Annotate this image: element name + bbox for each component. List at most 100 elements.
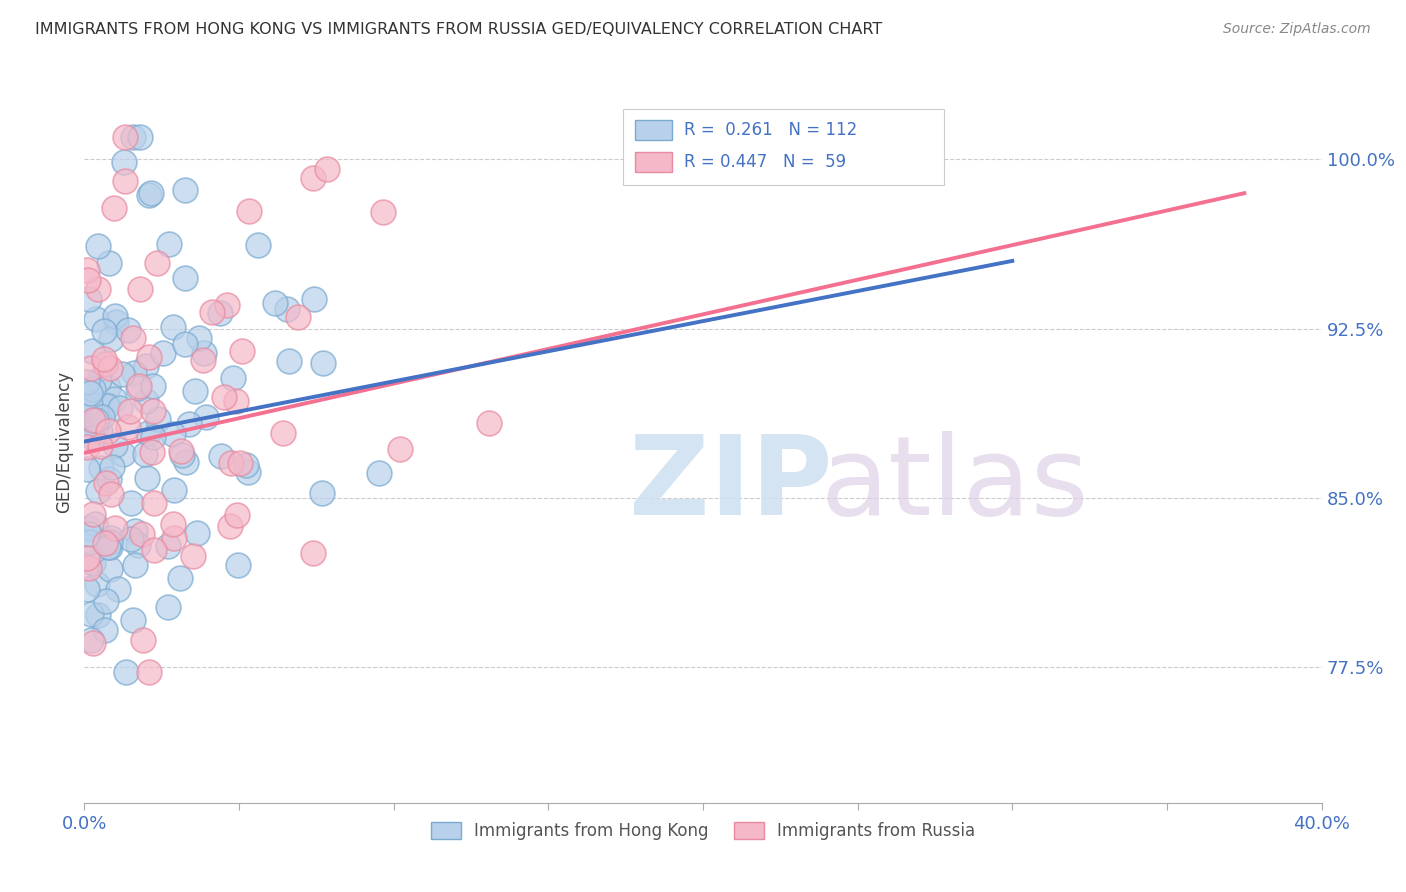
Point (127, 381, 149, 395)
Point (98, 534, 121, 549)
Point (212, 391, 235, 405)
Point (188, 331, 211, 345)
Point (87, 282, 110, 296)
Point (287, 310, 309, 325)
Point (129, 282, 152, 296)
Point (87, 239, 110, 253)
Point (77, 273, 100, 287)
Point (124, 524, 146, 539)
Point (276, 301, 298, 316)
Point (76, 397, 98, 411)
Point (76, 396, 98, 410)
Point (170, 444, 193, 458)
Point (80, 361, 103, 376)
Point (138, 187, 160, 202)
Point (110, 401, 132, 415)
Point (86, 413, 108, 427)
Point (76, 551, 98, 566)
Point (135, 471, 157, 485)
Point (302, 292, 325, 306)
Point (142, 543, 165, 558)
Point (193, 346, 215, 360)
Point (142, 403, 165, 417)
Point (226, 558, 249, 572)
Text: Source: ZipAtlas.com: Source: ZipAtlas.com (1223, 22, 1371, 37)
Text: R = 0.447   N =  59: R = 0.447 N = 59 (685, 153, 846, 171)
Point (124, 366, 146, 380)
Point (128, 378, 150, 392)
Point (82, 382, 104, 396)
Point (238, 204, 260, 219)
Point (94, 594, 117, 608)
Point (163, 483, 186, 497)
Point (173, 271, 195, 285)
Point (100, 332, 122, 346)
Point (174, 183, 197, 197)
Point (103, 309, 125, 323)
Point (80, 607, 103, 622)
Point (236, 465, 259, 479)
Point (89, 424, 111, 438)
Point (136, 426, 159, 441)
Point (183, 549, 205, 563)
Point (82, 556, 104, 570)
Point (82, 344, 104, 359)
Point (117, 323, 139, 337)
Point (83, 410, 105, 425)
Point (89, 373, 111, 387)
Point (271, 425, 294, 440)
Point (87, 484, 110, 499)
Point (94, 476, 117, 491)
Point (114, 129, 136, 144)
Text: R =  0.261   N = 112: R = 0.261 N = 112 (685, 121, 858, 139)
Point (138, 350, 160, 364)
Point (104, 521, 127, 535)
Point (157, 599, 180, 614)
Point (278, 354, 301, 368)
Point (156, 539, 179, 553)
Point (100, 459, 122, 474)
Point (93, 623, 115, 637)
Point (312, 356, 335, 370)
Point (82, 636, 104, 650)
Point (141, 445, 163, 459)
Point (162, 426, 184, 441)
Point (478, 417, 501, 431)
Text: IMMIGRANTS FROM HONG KONG VS IMMIGRANTS FROM RUSSIA GED/EQUIVALENCY CORRELATION : IMMIGRANTS FROM HONG KONG VS IMMIGRANTS … (35, 22, 883, 37)
Point (302, 170, 325, 185)
Point (120, 532, 142, 546)
Point (135, 359, 157, 373)
Point (186, 525, 208, 540)
Point (76, 421, 98, 435)
Point (79, 535, 101, 549)
Point (107, 582, 129, 596)
Bar (636, 152, 672, 172)
Point (315, 161, 337, 176)
Point (142, 430, 165, 444)
Point (120, 403, 142, 417)
Point (83, 516, 105, 531)
Y-axis label: GED/Equivalency: GED/Equivalency (55, 370, 73, 513)
Point (93, 325, 115, 339)
Point (157, 237, 180, 252)
Point (264, 296, 287, 310)
Point (84, 312, 107, 326)
Point (169, 571, 191, 585)
Point (127, 538, 149, 552)
Point (94, 357, 117, 371)
Point (82, 413, 104, 427)
Bar (636, 120, 672, 140)
Text: ZIP: ZIP (628, 432, 832, 539)
Point (311, 485, 333, 500)
Point (173, 337, 195, 351)
Point (105, 315, 128, 329)
Point (142, 378, 165, 392)
Point (76, 440, 98, 454)
Point (103, 392, 125, 406)
Point (218, 519, 240, 533)
Point (76, 263, 98, 277)
Point (163, 531, 186, 545)
Point (229, 456, 252, 470)
Point (97, 424, 120, 438)
Point (174, 455, 197, 469)
